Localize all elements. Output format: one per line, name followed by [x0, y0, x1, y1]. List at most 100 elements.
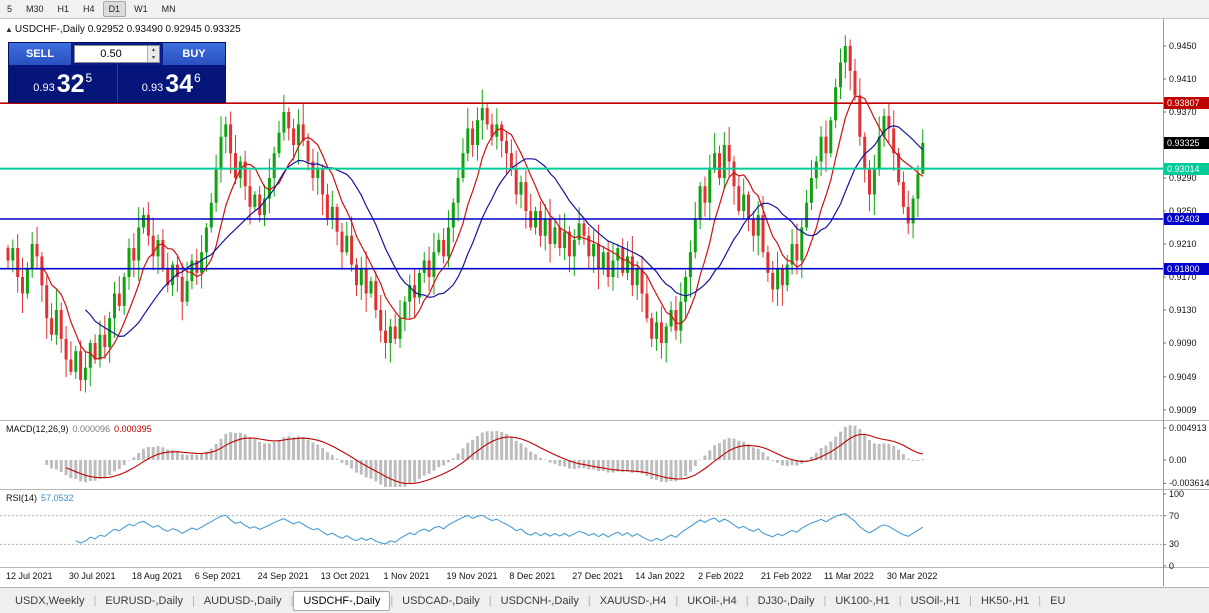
volume-down-icon[interactable]: ▾ — [151, 55, 155, 61]
sell-button[interactable]: SELL — [9, 43, 71, 65]
candle-body — [892, 128, 896, 154]
chart-tab-eu[interactable]: EU — [1050, 594, 1066, 607]
chart-tab-dj30-daily[interactable]: DJ30-,Daily — [757, 594, 815, 607]
buy-button[interactable]: BUY — [163, 43, 225, 65]
candle-body — [403, 301, 407, 319]
candle-body — [471, 128, 475, 145]
candle-body — [664, 326, 668, 343]
candle-body — [814, 161, 818, 178]
candle-body — [64, 338, 68, 360]
timeframe-5[interactable]: 5 — [7, 4, 13, 14]
candle-body — [790, 244, 794, 265]
candle-body — [137, 227, 141, 261]
candle-body — [40, 256, 44, 286]
candle-body — [732, 161, 736, 187]
candle-body — [325, 194, 329, 220]
candle-body — [708, 169, 712, 203]
candle-body — [185, 281, 189, 302]
buy-price[interactable]: 0.93 34 6 — [116, 65, 226, 102]
chart-tab-usdx-weekly[interactable]: USDX,Weekly — [15, 594, 85, 607]
candle-body — [911, 198, 915, 224]
candle-body — [776, 268, 780, 290]
candle-body — [146, 215, 150, 236]
candle-body — [480, 107, 484, 121]
candle-body — [737, 186, 741, 211]
candle-body — [355, 264, 358, 286]
candle-body — [103, 334, 107, 348]
ma-slow-line — [84, 125, 924, 338]
candle-body — [785, 264, 789, 286]
chart-tab-eurusd-daily[interactable]: EURUSD-,Daily — [105, 594, 183, 607]
chart-tab-ukoil-h4[interactable]: UKOil-,H4 — [687, 594, 737, 607]
chart-tab-usdchf-daily[interactable]: USDCHF-,Daily — [293, 590, 391, 611]
chart-tab-usoil-h1[interactable]: USOil-,H1 — [910, 594, 961, 607]
candle-body — [350, 235, 354, 265]
timeframe-h4[interactable]: H4 — [83, 4, 95, 14]
candle-body — [684, 277, 688, 302]
candle-body — [606, 252, 610, 277]
candle-body — [248, 186, 252, 207]
candle-body — [795, 244, 799, 261]
candle-body — [722, 145, 726, 178]
candle-body — [514, 169, 518, 195]
candle-body — [843, 46, 847, 63]
candle-body — [364, 268, 368, 294]
candle-body — [839, 62, 842, 88]
candle-body — [98, 334, 102, 360]
candle-body — [74, 351, 78, 372]
candle-body — [200, 252, 204, 273]
chart-tab-uk100-h1[interactable]: UK100-,H1 — [835, 594, 890, 607]
candle-body — [142, 215, 145, 228]
candle-body — [6, 248, 10, 261]
candle-body — [340, 231, 344, 253]
candle-body — [485, 107, 489, 125]
candle-body — [819, 136, 823, 162]
candle-body — [219, 136, 223, 170]
candle-body — [805, 202, 809, 228]
volume-value[interactable]: 0.50 — [100, 48, 122, 60]
sell-price[interactable]: 0.93 32 5 — [9, 65, 117, 102]
timeframe-h1[interactable]: H1 — [57, 4, 70, 14]
candle-body — [771, 272, 775, 290]
chart-tab-audusd-daily[interactable]: AUDUSD-,Daily — [203, 594, 282, 607]
candle-body — [868, 169, 871, 195]
candle-body — [296, 124, 300, 145]
tab-separator: | — [390, 594, 394, 607]
candle-body — [548, 219, 552, 244]
candle-body — [359, 268, 363, 286]
candle-body — [161, 239, 165, 269]
chart-tab-usdcad-daily[interactable]: USDCAD-,Daily — [402, 594, 480, 607]
chart-tab-xauusd-h4[interactable]: XAUUSD-,H4 — [599, 594, 667, 607]
candle-body — [543, 219, 547, 236]
candle-body — [659, 322, 663, 343]
candle-body — [587, 235, 591, 257]
candle-body — [858, 95, 862, 137]
volume-up-icon[interactable]: ▴ — [151, 47, 155, 53]
timeframe-m30[interactable]: M30 — [26, 4, 44, 14]
chart-tab-hk50-h1[interactable]: HK50-,H1 — [980, 594, 1030, 607]
candle-body — [645, 293, 649, 319]
timeframe-mn[interactable]: MN — [161, 4, 176, 14]
candle-body — [171, 264, 175, 286]
timeframe-w1[interactable]: W1 — [134, 4, 148, 14]
candle-body — [54, 310, 58, 335]
candle-body — [45, 285, 49, 319]
candle-body — [461, 153, 465, 178]
candle-body — [277, 132, 281, 154]
timeframe-d1[interactable]: D1 — [102, 1, 127, 17]
volume-field[interactable]: 0.50 ▴ ▾ — [74, 45, 160, 63]
candle-body — [800, 227, 804, 261]
chart-tab-usdcnh-daily[interactable]: USDCNH-,Daily — [500, 594, 579, 607]
candle-body — [345, 235, 349, 253]
tab-separator: | — [745, 594, 749, 607]
candle-body — [630, 256, 634, 286]
candle-body — [398, 318, 402, 339]
candle-body — [127, 248, 131, 277]
candle-body — [906, 206, 910, 224]
candle-body — [408, 285, 412, 302]
candle-body — [713, 153, 717, 170]
tab-separator: | — [969, 594, 972, 607]
tab-separator: | — [488, 594, 492, 607]
